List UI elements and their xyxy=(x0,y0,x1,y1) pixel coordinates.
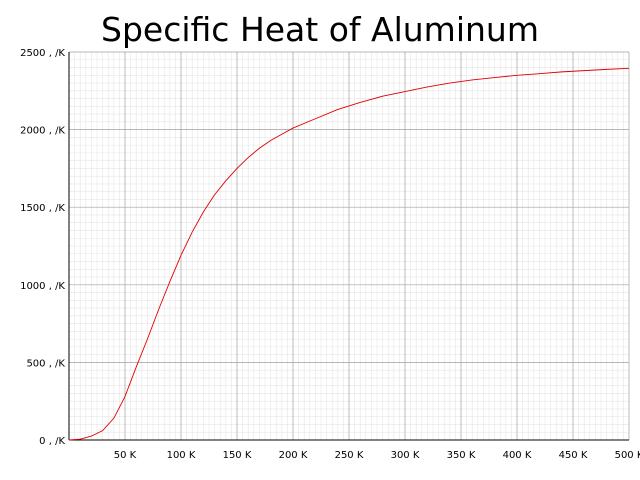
x-tick-label: 450 K xyxy=(559,450,588,461)
x-tick-label: 50 K xyxy=(114,450,137,461)
tick-labels: 50 K 100 K 150 K 200 K 250 K 300 K 350 K 400 K 4… xyxy=(20,48,640,461)
series-line-0 xyxy=(68,67,630,441)
y-tick-label: 0 , /K xyxy=(39,436,65,447)
series-layer xyxy=(68,67,630,441)
y-tick-label: 1500 , /K xyxy=(20,203,65,214)
y-tick-label: 2500 , /K xyxy=(20,48,65,59)
x-tick-label: 350 K xyxy=(447,450,476,461)
x-tick-label: 200 K xyxy=(279,450,308,461)
x-tick-label: 250 K xyxy=(335,450,364,461)
major-grid xyxy=(69,51,630,441)
y-tick-label: 2000 , /K xyxy=(20,126,65,137)
x-tick-label: 300 K xyxy=(391,450,420,461)
y-tick-label: 1000 , /K xyxy=(20,281,65,292)
chart-title: Specific Heat of Aluminum xyxy=(101,10,539,49)
axes xyxy=(68,52,629,441)
x-tick-label: 400 K xyxy=(503,450,532,461)
y-tick-label: 500 , /K xyxy=(26,358,65,369)
x-tick-label: 100 K xyxy=(167,450,196,461)
x-tick-label: 150 K xyxy=(223,450,252,461)
x-tick-label: 500 K xyxy=(615,450,640,461)
